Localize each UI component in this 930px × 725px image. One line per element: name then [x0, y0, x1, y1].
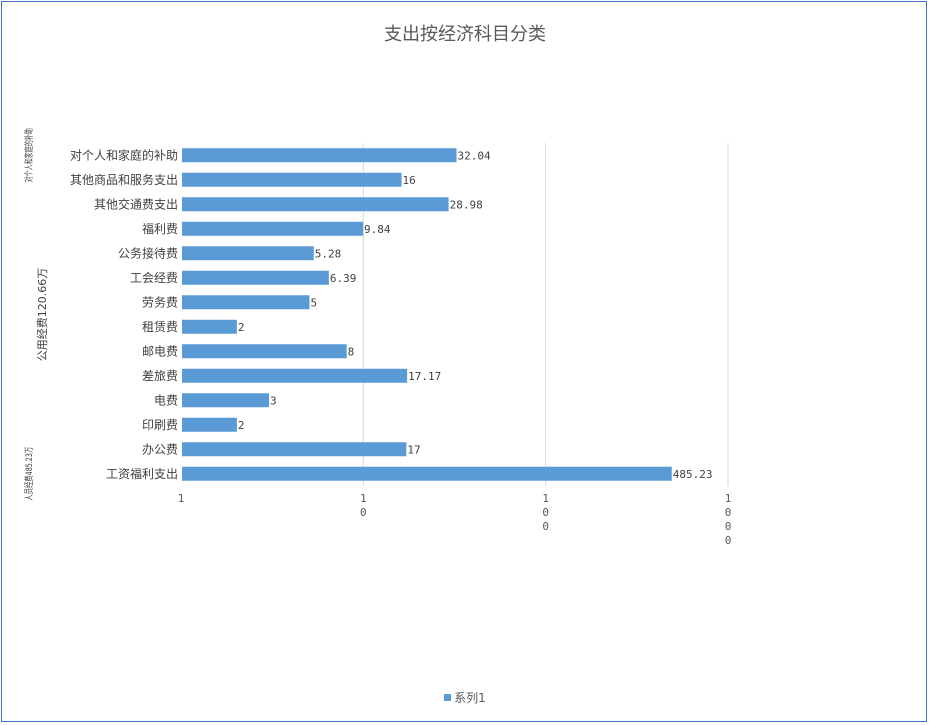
bar — [182, 172, 402, 187]
legend-label: 系列1 — [454, 691, 486, 705]
group-label: 对个人和家庭的补助 — [23, 128, 35, 182]
data-label: 17.17 — [408, 370, 441, 383]
legend-swatch — [444, 694, 452, 701]
category-label: 办公费 — [142, 441, 178, 456]
category-label: 劳务费 — [142, 294, 178, 309]
category-label: 公务接待费 — [118, 245, 178, 260]
category-label: 电费 — [154, 393, 178, 407]
category-label: 其他商品和服务支出 — [70, 172, 178, 187]
legend: 系列1 — [2, 689, 928, 706]
bar — [182, 246, 314, 261]
data-label: 16 — [403, 174, 416, 187]
data-label: 17 — [407, 443, 420, 456]
data-label: 5.28 — [315, 247, 342, 260]
category-label: 工资福利支出 — [106, 466, 178, 481]
data-label: 28.98 — [450, 198, 483, 211]
bar — [182, 197, 449, 212]
category-label: 福利费 — [142, 221, 178, 236]
category-label: 其他交通费支出 — [94, 196, 178, 211]
data-label: 8 — [348, 345, 355, 358]
category-label: 工会经费 — [130, 271, 178, 285]
category-label: 差旅费 — [142, 369, 178, 383]
data-label: 3 — [270, 394, 277, 407]
data-label: 485.23 — [673, 468, 713, 481]
bar — [182, 442, 407, 457]
bar — [182, 221, 364, 236]
data-label: 2 — [238, 321, 245, 334]
data-label: 6.39 — [330, 272, 357, 285]
data-label: 5 — [310, 296, 317, 309]
category-label: 邮电费 — [142, 344, 178, 358]
group-label: 公用经费120.66万 — [36, 268, 49, 362]
x-tick-label: 1 — [178, 492, 185, 505]
bar — [182, 368, 408, 383]
data-label: 9.84 — [364, 223, 391, 236]
chart-title: 支出按经济科目分类 — [384, 24, 546, 45]
bar — [182, 270, 329, 285]
category-label: 租赁费 — [142, 320, 178, 334]
category-label: 对个人和家庭的补助 — [70, 147, 178, 162]
group-label: 人员经费485.23万 — [23, 447, 35, 501]
bar — [182, 148, 457, 163]
category-label: 印刷费 — [142, 418, 178, 432]
data-label: 2 — [238, 419, 245, 432]
bar — [182, 344, 347, 359]
bar — [182, 319, 237, 334]
bar — [182, 417, 237, 432]
bar — [182, 295, 310, 310]
bar — [182, 393, 269, 408]
data-label: 32.04 — [458, 149, 491, 162]
bar — [182, 466, 672, 481]
